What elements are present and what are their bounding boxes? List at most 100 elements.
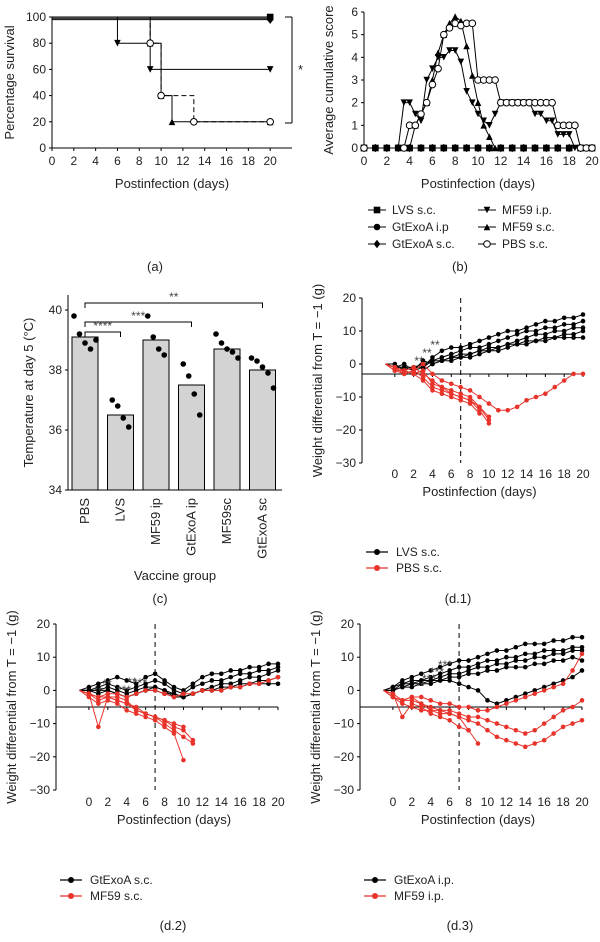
weight-line — [385, 320, 584, 372]
y-tick-label: −10 — [334, 717, 355, 731]
x-tick-label: 20 — [271, 795, 285, 809]
weight-point — [190, 691, 196, 697]
y-tick-label: 0 — [43, 683, 50, 697]
weight-point — [467, 351, 473, 357]
weight-point — [105, 698, 111, 703]
weight-point — [475, 714, 481, 720]
weight-point — [466, 714, 471, 720]
weight-point — [496, 332, 501, 337]
weight-point — [124, 691, 130, 697]
score-marker — [463, 42, 470, 50]
x-tick-label: 4 — [123, 795, 130, 809]
x-tick-label: 18 — [556, 795, 570, 809]
score-marker — [400, 99, 408, 106]
weight-line — [79, 663, 278, 691]
data-point — [235, 355, 241, 361]
weight-point — [181, 734, 186, 740]
weight-point — [486, 414, 492, 420]
sig-label: ** — [93, 684, 103, 698]
weight-point — [124, 678, 130, 683]
weight-point — [181, 694, 186, 700]
y-tick-label: −10 — [30, 717, 51, 731]
x-tick-label: 16 — [540, 154, 554, 168]
x-tick-label: 12 — [500, 795, 514, 809]
data-point — [114, 403, 121, 409]
legend-marker — [373, 239, 381, 249]
weight-point — [485, 668, 490, 673]
x-tick-label: 4 — [429, 467, 436, 481]
weight-point — [551, 651, 556, 657]
weight-point — [456, 658, 462, 663]
weight-point — [579, 648, 585, 653]
weight-point — [114, 684, 120, 690]
weight-point — [439, 384, 445, 390]
weight-point — [505, 328, 511, 334]
y-tick-label: 20 — [341, 617, 355, 631]
data-point — [93, 337, 99, 343]
caption-b: (b) — [452, 259, 468, 274]
weight-point — [237, 668, 243, 673]
weight-point — [560, 638, 566, 643]
weight-point — [579, 658, 585, 663]
weight-point — [162, 717, 167, 723]
weight-point — [409, 701, 415, 706]
x-tick-label: 6 — [142, 795, 149, 809]
weight-point — [513, 698, 519, 703]
score-marker — [428, 80, 437, 89]
x-tick-label: 12 — [196, 795, 210, 809]
weight-point — [418, 694, 424, 700]
legend-marker — [374, 549, 380, 555]
weight-point — [552, 384, 558, 390]
weight-point — [561, 332, 567, 337]
weight-point — [571, 322, 576, 327]
weight-point — [505, 345, 511, 350]
x-tick-label: 12 — [494, 154, 508, 168]
weight-point — [533, 332, 539, 337]
weight-point — [190, 681, 196, 687]
x-tick-label: 18 — [558, 467, 572, 481]
weight-point — [428, 678, 434, 683]
weight-point — [467, 398, 473, 403]
legend-label: GtExoA s.c. — [392, 237, 455, 251]
weight-point — [96, 694, 101, 700]
weight-point — [579, 634, 585, 640]
weight-point — [456, 674, 462, 680]
weight-point — [200, 688, 205, 693]
weight-point — [467, 394, 473, 400]
weight-point — [494, 701, 500, 706]
weight-point — [171, 694, 177, 700]
score-marker — [497, 144, 505, 152]
weight-plot-d1: 0 2 4 6 8 10 12 14 16 18 2020100−10−20−30Postinfec… — [310, 284, 590, 575]
weight-point — [494, 648, 500, 653]
x-tick-label: 8 — [465, 795, 472, 809]
weight-point — [466, 717, 471, 723]
weight-point — [522, 731, 528, 736]
sig-label: ** — [415, 679, 425, 693]
weight-line — [383, 646, 582, 691]
weight-point — [467, 388, 473, 393]
weight-point — [532, 727, 538, 733]
weight-point — [504, 654, 509, 660]
weight-point — [447, 717, 452, 723]
weight-point — [552, 325, 558, 331]
weight-point — [513, 664, 519, 670]
legend-marker — [483, 223, 491, 231]
x-tick-label: 0 — [86, 795, 93, 809]
weight-point — [124, 698, 130, 703]
y-tick-label: 0 — [39, 141, 46, 155]
weight-point — [430, 355, 435, 360]
weight-point — [551, 731, 556, 736]
survival-marker — [146, 39, 154, 48]
score-marker — [491, 144, 499, 152]
score-marker — [423, 76, 430, 84]
weight-point — [181, 688, 186, 693]
y-tick-label: 60 — [33, 62, 47, 76]
weight-point — [467, 401, 473, 406]
sig-label: *** — [117, 683, 131, 697]
weight-point — [580, 335, 586, 340]
weight-point — [486, 345, 492, 350]
weight-point — [571, 325, 576, 331]
score-marker — [445, 24, 454, 32]
weight-point — [437, 708, 443, 713]
weight-point — [580, 312, 586, 317]
